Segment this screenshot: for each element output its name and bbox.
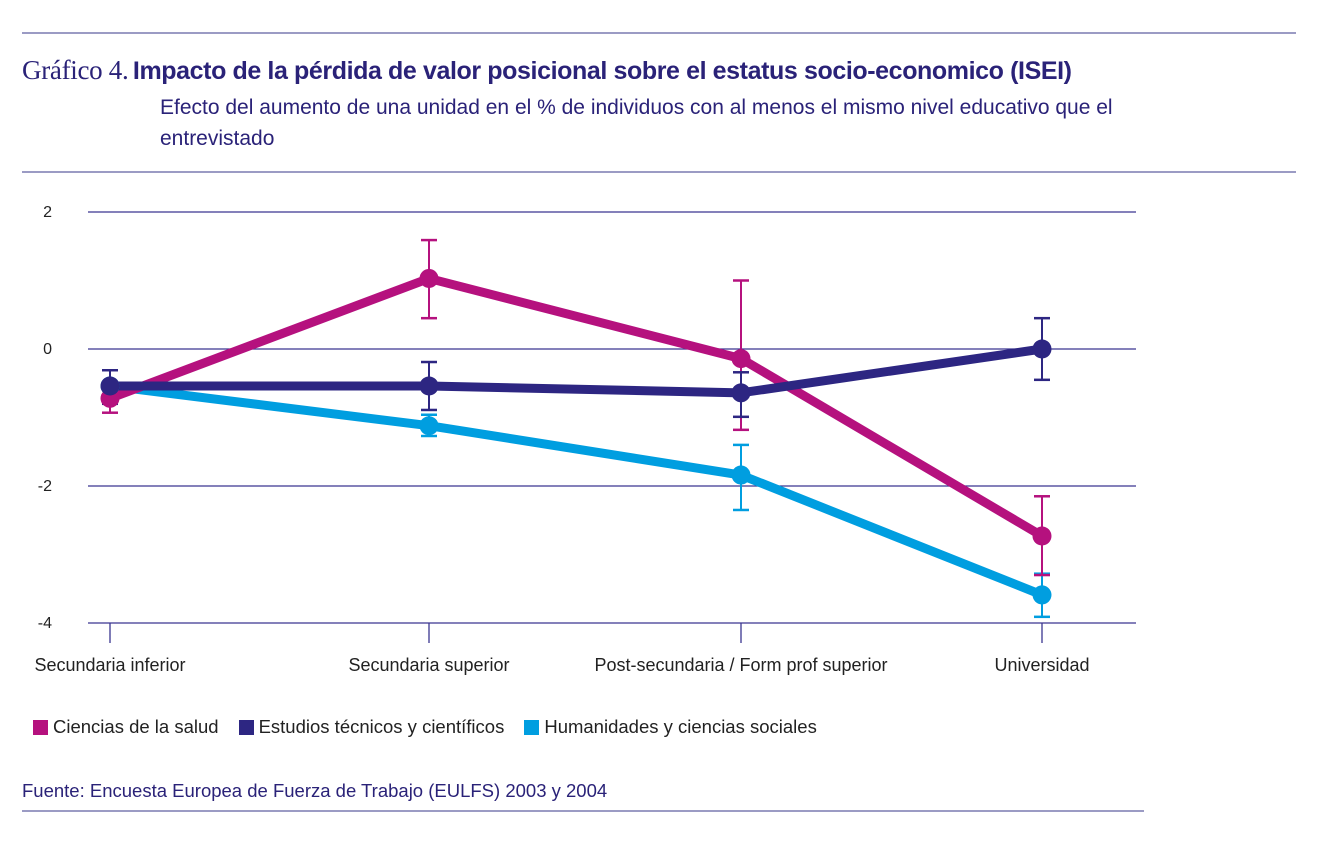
- legend-label: Estudios técnicos y científicos: [258, 716, 505, 737]
- title-main: Impacto de la pérdida de valor posiciona…: [132, 57, 1072, 85]
- data-point: [1032, 339, 1052, 359]
- x-axis-ticks: Secundaria inferior Secundaria superior Po…: [34, 623, 1090, 675]
- x-tick-label: Post-secundaria / Form prof superior: [594, 655, 887, 675]
- legend-item: Estudios técnicos y científicos: [238, 716, 505, 738]
- bottom-rule: [22, 810, 1144, 812]
- series-line: [110, 344, 1043, 398]
- x-tick-label: Secundaria superior: [348, 655, 509, 675]
- header-rule: [22, 171, 1296, 173]
- x-tick-label: Universidad: [994, 655, 1089, 675]
- legend-item: Humanidades y ciencias sociales: [524, 716, 817, 738]
- data-point: [100, 376, 120, 396]
- top-rule: [22, 32, 1296, 34]
- series-humanidades-y-ciencias-sociales: [109, 381, 1044, 600]
- chart-subtitle: Efecto del aumento de una unidad en el %…: [160, 96, 1113, 150]
- y-tick-label: -2: [38, 478, 52, 495]
- data-point: [419, 376, 439, 396]
- legend-swatch: [524, 719, 540, 735]
- series-line: [108, 273, 1045, 540]
- legend-swatch: [33, 719, 48, 735]
- x-tick-label: Secundaria inferior: [34, 655, 185, 675]
- gridlines: [88, 211, 1136, 624]
- series-line: [109, 381, 1044, 600]
- y-axis-ticks: 2 0 -2 -4: [38, 204, 52, 632]
- data-point: [731, 465, 751, 485]
- series-lines: [108, 273, 1045, 600]
- data-point: [1032, 585, 1052, 605]
- data-point: [731, 383, 751, 403]
- source-note: Fuente: Encuesta Europea de Fuerza de Tr…: [22, 780, 608, 801]
- legend-label: Humanidades y ciencias sociales: [544, 716, 817, 737]
- legend-swatch: [238, 719, 254, 735]
- data-point: [419, 268, 439, 288]
- legend: Ciencias de la salud Estudios técnicos y …: [33, 716, 817, 738]
- data-point: [1032, 526, 1052, 546]
- series-estudios-tecnicos-y-cientificos: [110, 344, 1043, 398]
- y-tick-label: -4: [38, 615, 52, 632]
- title-prefix: Gráfico 4.: [22, 55, 129, 85]
- series-error-bars: [102, 238, 1050, 619]
- series-ciencias-de-la-salud: [108, 273, 1045, 540]
- data-point: [419, 416, 439, 436]
- legend-label: Ciencias de la salud: [53, 716, 219, 737]
- line-chart: 2 0 -2 -4 Secundaria inferior Secundaria sup…: [34, 204, 1136, 675]
- y-tick-label: 0: [43, 341, 52, 358]
- legend-item: Ciencias de la salud: [33, 716, 219, 738]
- series-points: [100, 268, 1052, 605]
- data-point: [731, 349, 751, 369]
- chart-title: Gráfico 4. Impacto de la pérdida de valo…: [22, 55, 1072, 86]
- y-tick-label: 2: [43, 204, 52, 221]
